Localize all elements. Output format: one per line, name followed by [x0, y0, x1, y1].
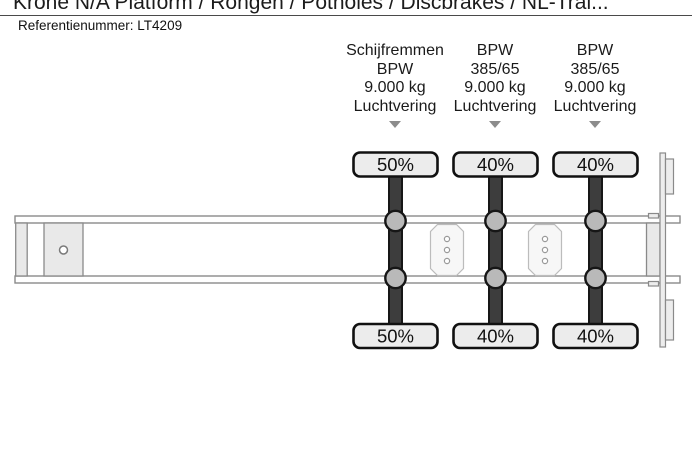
axle-1-tire-top — [352, 151, 439, 178]
axle-3-spec-label: BPW 385/65 9.000 kg Luchtvering — [535, 42, 655, 129]
axle-3-hub-bottom — [584, 266, 607, 290]
rear-tab-top — [647, 212, 660, 219]
down-arrow-icon — [489, 121, 501, 129]
axle-2-brand: BPW — [476, 42, 514, 59]
axle-2-tyre-size: 385/65 — [470, 60, 520, 78]
page-title: Krone N/A Platform / Rongen / Potholes /… — [13, 0, 609, 14]
bolt-dot — [443, 246, 451, 254]
axle-2-suspension: Luchtvering — [453, 97, 537, 115]
axle-3-hub-top — [584, 209, 607, 233]
axle-2-spec-label: BPW 385/65 9.000 kg Luchtvering — [435, 42, 555, 129]
axle-3-tire-bottom — [552, 322, 639, 350]
axle-3-suspension: Luchtvering — [553, 97, 637, 115]
axle-1-capacity: 9.000 kg — [364, 79, 426, 97]
axle-2-bar — [488, 164, 503, 336]
chassis-top-rail — [14, 215, 681, 224]
kingpin — [58, 245, 69, 255]
axle-2-tire-top — [452, 151, 539, 178]
axle-3-tyre-size: 385/65 — [570, 60, 620, 78]
axle-1-spec-label: Schijfremmen BPW 9.000 kg Luchtvering — [335, 42, 455, 129]
rear-bumper-plate — [659, 152, 667, 348]
axle-1-load-top: 50% — [377, 154, 414, 175]
chassis-bottom-rail — [14, 275, 681, 284]
axle-2-hub-top — [484, 209, 507, 233]
rear-light-bottom — [664, 299, 675, 341]
axle-1-brake-type: Schijfremmen — [346, 42, 444, 59]
header-divider — [0, 15, 692, 16]
axle-3-load-bottom: 40% — [577, 326, 614, 347]
axle-1-load-bottom: 50% — [377, 326, 414, 347]
axle-2-load-bottom: 40% — [477, 326, 514, 347]
axle-3-bar — [588, 164, 603, 336]
axle-3-brand: BPW — [576, 42, 614, 59]
rear-tab-bottom — [647, 280, 660, 287]
axle-2-tire-bottom — [452, 322, 539, 350]
axle-2-hub-bottom — [484, 266, 507, 290]
axle-3-load-top: 40% — [577, 154, 614, 175]
bolt-dot — [443, 257, 451, 265]
axle-3-tire-top — [552, 151, 639, 178]
rear-crossmember — [645, 222, 661, 277]
axle-1-hub-top — [384, 209, 407, 233]
rear-light-top — [664, 158, 675, 195]
axle-3-capacity: 9.000 kg — [564, 79, 626, 97]
axle-1-suspension: Luchtvering — [353, 97, 437, 115]
bolt-dot — [541, 246, 549, 254]
bolt-dot — [443, 235, 451, 243]
bolt-dot — [541, 235, 549, 243]
axle-1-brand: BPW — [376, 60, 414, 78]
down-arrow-icon — [389, 121, 401, 129]
axle-1-hub-bottom — [384, 266, 407, 290]
reference-number: Referentienummer: LT4209 — [18, 18, 183, 33]
axle-1-tire-bottom — [352, 322, 439, 350]
axle-1-bar — [388, 164, 403, 336]
axle-2-capacity: 9.000 kg — [464, 79, 526, 97]
front-crossmember — [15, 222, 28, 277]
axle-2-load-top: 40% — [477, 154, 514, 175]
bolt-dot — [541, 257, 549, 265]
down-arrow-icon — [589, 121, 601, 129]
